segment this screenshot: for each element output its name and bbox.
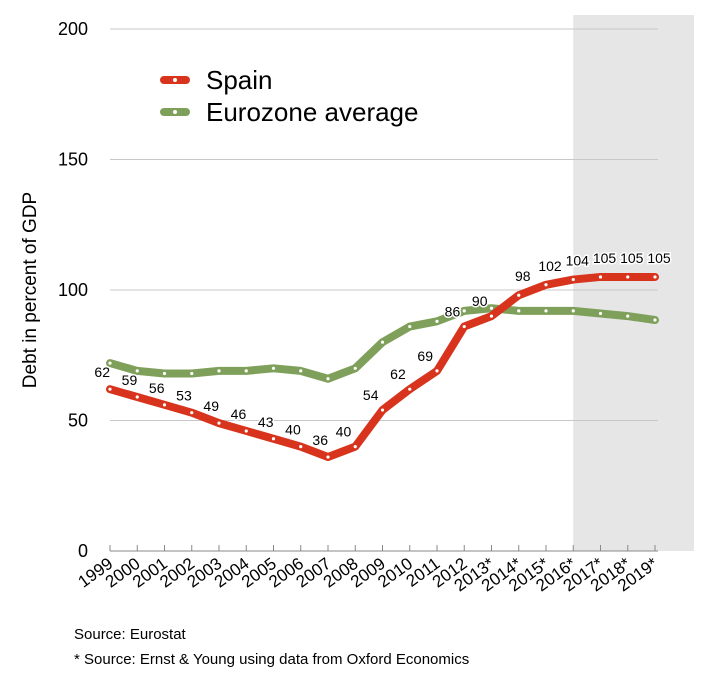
- y-tick-label: 150: [58, 150, 88, 170]
- data-point-eurozone-average: [353, 366, 357, 370]
- data-point-spain: [217, 421, 221, 425]
- data-label-spain: 105: [620, 250, 644, 266]
- data-point-spain: [408, 387, 412, 391]
- data-point-eurozone-average: [571, 309, 575, 313]
- data-point-eurozone-average: [380, 340, 385, 344]
- data-label-spain: 40: [285, 422, 301, 438]
- data-label-spain: 49: [203, 398, 219, 414]
- data-point-spain: [517, 293, 521, 297]
- data-label-spain: 53: [176, 388, 192, 404]
- data-point-eurozone-average: [135, 369, 139, 373]
- data-label-spain: 40: [336, 424, 352, 440]
- data-point-spain: [162, 403, 167, 407]
- data-point-spain: [353, 445, 357, 449]
- data-point-eurozone-average: [489, 306, 494, 310]
- data-point-spain: [244, 429, 248, 433]
- data-point-eurozone-average: [408, 324, 412, 329]
- data-label-spain: 102: [538, 258, 562, 274]
- data-label-spain: 105: [593, 250, 617, 266]
- data-label-spain: 69: [417, 348, 433, 364]
- data-point-eurozone-average: [653, 318, 657, 322]
- data-point-eurozone-average: [462, 309, 466, 313]
- data-point-spain: [653, 275, 657, 279]
- debt-chart: 0 50 100 150 200 199920002001200220032004200…: [20, 15, 694, 595]
- data-label-spain: 54: [363, 387, 379, 403]
- data-label-spain: 90: [472, 293, 488, 309]
- data-point-spain: [299, 445, 303, 449]
- data-point-eurozone-average: [598, 311, 603, 316]
- data-point-spain: [271, 437, 276, 441]
- legend-swatch-dot-eurozone-average: [173, 110, 177, 114]
- data-point-spain: [326, 455, 330, 459]
- series-lines: [106, 272, 659, 462]
- y-tick-label: 200: [58, 19, 88, 39]
- data-point-eurozone-average: [190, 371, 194, 376]
- data-point-eurozone-average: [162, 371, 167, 376]
- legend-label-spain: Spain: [206, 65, 273, 95]
- y-tick-labels: 0 50 100 150 200: [58, 19, 88, 561]
- data-point-spain: [190, 411, 194, 415]
- data-label-spain: 59: [122, 372, 138, 388]
- y-tick-label: 50: [68, 411, 88, 431]
- legend-label-eurozone-average: Eurozone average: [206, 97, 418, 127]
- data-point-spain: [626, 275, 630, 279]
- forecast-shaded-region: [573, 15, 694, 551]
- data-point-spain: [135, 395, 139, 399]
- data-label-spain: 86: [445, 304, 461, 320]
- data-point-spain: [571, 277, 575, 282]
- y-axis-label: Debt in percent of GDP: [20, 192, 41, 388]
- data-label-spain: 62: [94, 364, 110, 380]
- data-label-spain: 56: [149, 380, 165, 396]
- data-point-spain: [435, 369, 439, 373]
- data-label-spain: 62: [390, 366, 406, 382]
- source-line-1: Source: Eurostat: [74, 626, 186, 643]
- data-point-eurozone-average: [626, 314, 630, 318]
- data-point-eurozone-average: [271, 366, 276, 370]
- data-point-eurozone-average: [435, 319, 439, 323]
- source-line-2: * Source: Ernst & Young using data from …: [74, 651, 470, 668]
- data-point-spain: [598, 275, 603, 279]
- data-point-spain: [380, 408, 385, 412]
- data-point-eurozone-average: [108, 361, 112, 365]
- data-label-spain: 36: [312, 432, 328, 448]
- data-point-spain: [462, 324, 466, 329]
- data-label-spain: 104: [566, 253, 590, 269]
- data-point-eurozone-average: [244, 369, 248, 373]
- y-tick-label: 0: [78, 541, 88, 561]
- data-point-eurozone-average: [544, 309, 548, 313]
- data-point-eurozone-average: [217, 369, 221, 373]
- data-label-spain: 105: [647, 250, 671, 266]
- data-label-spain: 46: [231, 406, 247, 422]
- y-tick-label: 100: [58, 280, 88, 300]
- data-point-spain: [544, 283, 548, 287]
- data-point-eurozone-average: [326, 377, 330, 381]
- data-point-spain: [489, 314, 494, 318]
- legend-swatch-dot-spain: [173, 78, 177, 82]
- x-axis: 1999200020012002200320042005200620072008…: [75, 545, 662, 595]
- data-point-eurozone-average: [517, 309, 521, 313]
- data-point-eurozone-average: [299, 369, 303, 373]
- data-label-spain: 43: [258, 414, 274, 430]
- data-point-spain: [108, 387, 112, 391]
- data-label-spain: 98: [515, 268, 531, 284]
